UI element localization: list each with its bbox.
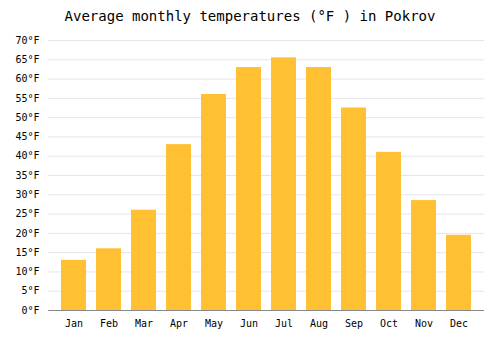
svg-text:65°F: 65°F <box>15 54 39 65</box>
svg-text:25°F: 25°F <box>15 208 39 219</box>
svg-text:35°F: 35°F <box>15 170 39 181</box>
svg-text:5°F: 5°F <box>21 285 39 296</box>
svg-text:60°F: 60°F <box>15 73 39 84</box>
svg-text:Aug: Aug <box>310 318 328 329</box>
svg-text:Dec: Dec <box>450 318 468 329</box>
svg-text:10°F: 10°F <box>15 266 39 277</box>
svg-text:Nov: Nov <box>415 318 433 329</box>
svg-text:Jul: Jul <box>275 318 293 329</box>
svg-text:70°F: 70°F <box>15 35 39 46</box>
svg-text:50°F: 50°F <box>15 112 39 123</box>
svg-text:Feb: Feb <box>100 318 118 329</box>
svg-text:30°F: 30°F <box>15 189 39 200</box>
svg-text:May: May <box>205 318 223 329</box>
svg-text:15°F: 15°F <box>15 247 39 258</box>
svg-text:Apr: Apr <box>170 318 188 329</box>
svg-text:Oct: Oct <box>380 318 398 329</box>
svg-text:45°F: 45°F <box>15 131 39 142</box>
svg-text:Mar: Mar <box>135 318 153 329</box>
svg-text:0°F: 0°F <box>21 305 39 316</box>
svg-text:20°F: 20°F <box>15 228 39 239</box>
svg-text:Jan: Jan <box>65 318 83 329</box>
svg-text:Sep: Sep <box>345 318 363 329</box>
svg-text:Jun: Jun <box>240 318 258 329</box>
svg-text:40°F: 40°F <box>15 150 39 161</box>
html-text:Average monthly temperatures (: Average monthly temperatures (°F ) in Po… <box>64 8 436 24</box>
svg-text:55°F: 55°F <box>15 93 39 104</box>
